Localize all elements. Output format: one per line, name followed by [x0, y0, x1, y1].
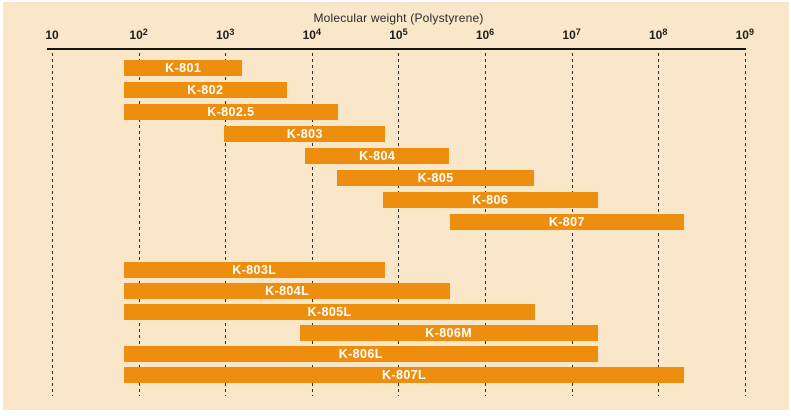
- range-bar-K-805: K-805: [336, 170, 535, 186]
- x-tick-label: 106: [475, 27, 495, 43]
- bar-label: K-806: [472, 193, 509, 207]
- x-tick-label: 108: [649, 27, 668, 43]
- gridline: [398, 53, 400, 396]
- range-bar-K-803L: K-803L: [123, 262, 385, 278]
- range-bar-K-804L: K-804L: [123, 283, 451, 299]
- x-tick-label: 104: [302, 27, 321, 43]
- range-bar-K-806L: K-806L: [123, 346, 598, 362]
- bar-label: K-804L: [265, 284, 310, 298]
- bar-label: K-805: [417, 171, 454, 185]
- bar-label: K-806M: [425, 326, 473, 340]
- range-bar-K-807: K-807: [449, 214, 685, 230]
- gridline: [225, 53, 227, 396]
- gridline: [311, 53, 313, 396]
- range-bar-K-802.5: K-802.5: [123, 104, 338, 120]
- x-tick-label: 103: [216, 27, 235, 43]
- range-bar-K-806M: K-806M: [299, 325, 598, 341]
- gridline: [744, 53, 746, 396]
- bar-label: K-802.5: [207, 105, 255, 119]
- gridline: [138, 53, 140, 396]
- bar-label: K-807: [548, 215, 585, 229]
- x-axis-line: [47, 48, 746, 50]
- chart-title: Molecular weight (Polystyrene): [313, 11, 484, 25]
- gridline: [52, 53, 53, 396]
- range-bar-K-801: K-801: [123, 60, 243, 76]
- bar-label: K-804: [359, 149, 396, 163]
- range-bar-K-805L: K-805L: [123, 304, 536, 320]
- x-tick-label: 105: [389, 27, 408, 43]
- x-tick-label: 107: [562, 27, 581, 43]
- range-bar-K-807L: K-807L: [123, 367, 685, 383]
- bar-label: K-806L: [338, 347, 383, 361]
- x-tick-label: 10: [45, 28, 59, 42]
- bar-label: K-802: [187, 83, 224, 97]
- range-bar-K-804: K-804: [304, 148, 450, 164]
- range-bar-K-803: K-803: [224, 126, 386, 142]
- range-bar-K-806: K-806: [382, 192, 598, 208]
- x-tick-label: 102: [129, 27, 148, 43]
- bar-label: K-807L: [381, 368, 427, 382]
- bar-label: K-801: [165, 61, 202, 75]
- range-bar-K-802: K-802: [123, 82, 287, 98]
- x-tick-label: 109: [735, 27, 754, 43]
- bar-label: K-803L: [232, 263, 277, 277]
- bar-label: K-805L: [307, 305, 352, 319]
- bar-label: K-803: [286, 127, 323, 141]
